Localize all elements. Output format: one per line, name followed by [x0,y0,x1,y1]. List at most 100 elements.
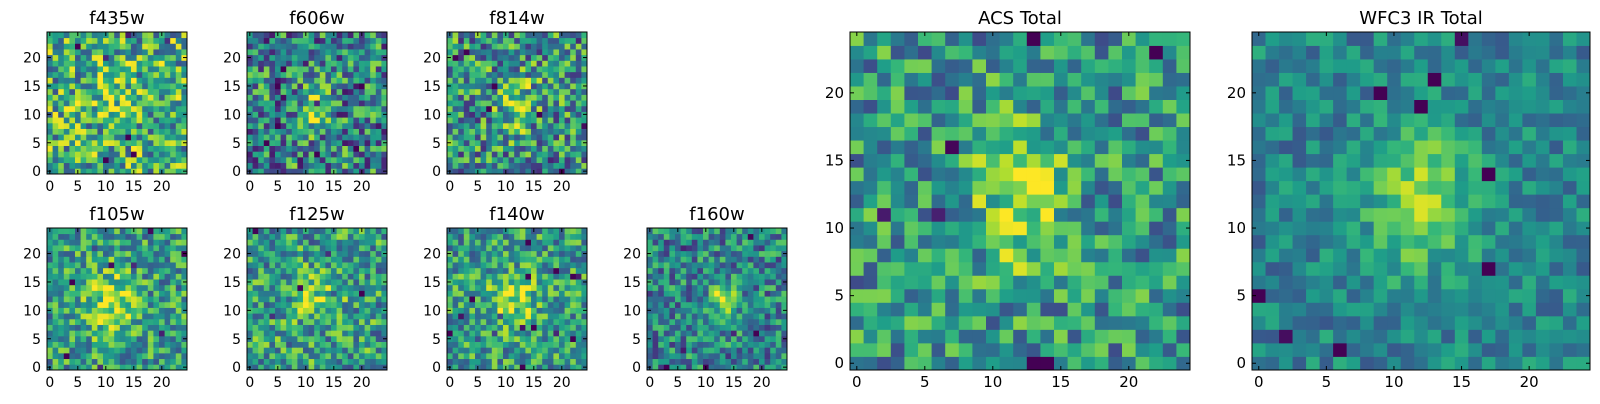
heatmap-cell [314,336,320,342]
heatmap-cell [537,302,543,308]
heatmap-cell [565,296,571,302]
heatmap-cell [153,347,159,353]
heatmap-cell [86,336,92,342]
heatmap-cell [258,364,264,370]
heatmap-cell [503,347,509,353]
heatmap-cell [918,194,932,208]
heatmap-cell [553,77,559,83]
heatmap-cell [475,256,481,262]
heatmap-cell [647,285,653,291]
heatmap-cell [247,151,253,157]
panel-title: f435w [89,8,144,29]
heatmap-cell [142,290,148,296]
heatmap-cell [170,60,176,66]
heatmap-cell [281,55,287,61]
heatmap-cell [376,83,382,89]
heatmap-cell [776,256,782,262]
heatmap-cell [570,330,576,336]
heatmap-cell [64,330,70,336]
heatmap-cell [1054,248,1068,262]
heatmap-cell [286,296,292,302]
heatmap-cell [542,239,548,245]
heatmap-cell [531,336,537,342]
heatmap-cell [525,89,531,95]
heatmap-cell [481,256,487,262]
heatmap-cell [447,43,453,49]
heatmap-cell [348,32,354,38]
heatmap-cell [669,359,675,365]
heatmap-cell [165,77,171,83]
heatmap-cell [258,273,264,279]
heatmap-cell [325,151,331,157]
heatmap-cell [492,251,498,257]
heatmap-cell [492,325,498,331]
heatmap-cell [376,330,382,336]
heatmap-cell [553,325,559,331]
heatmap-cell [1149,262,1163,276]
heatmap-cell [81,43,87,49]
heatmap-cell [137,100,143,106]
heatmap-cell [176,239,182,245]
heatmap-cell [75,43,81,49]
heatmap-cell [720,336,726,342]
heatmap-cell [159,256,165,262]
heatmap-cell [520,140,526,146]
heatmap-cell [714,245,720,251]
heatmap-cell [159,157,165,163]
heatmap-cell [945,262,959,276]
heatmap-cell [165,262,171,268]
heatmap-cell [548,43,554,49]
heatmap-cell [458,262,464,268]
heatmap-cell [342,336,348,342]
heatmap-cell [548,66,554,72]
heatmap-cell [342,77,348,83]
heatmap-cell [247,66,253,72]
heatmap-cell [170,245,176,251]
heatmap-cell [877,316,891,330]
heatmap-cell [86,313,92,319]
heatmap-cell [137,330,143,336]
x-tick-label: 0 [445,179,454,195]
heatmap-cell [286,83,292,89]
heatmap-cell [514,319,520,325]
heatmap-cell [47,134,53,140]
heatmap-cell [297,330,303,336]
heatmap-cell [153,359,159,365]
heatmap-cell [337,43,343,49]
heatmap-cell [537,279,543,285]
heatmap-cell [269,364,275,370]
heatmap-cell [481,325,487,331]
heatmap-cell [148,32,154,38]
heatmap-cell [469,77,475,83]
heatmap-cell [125,55,131,61]
heatmap-cell [503,123,509,129]
heatmap-cell [292,117,298,123]
heatmap-cell [86,43,92,49]
heatmap-cell [69,112,75,118]
heatmap-cell [275,347,281,353]
heatmap-cell [850,343,864,357]
heatmap-cell [742,319,748,325]
heatmap-cell [269,83,275,89]
heatmap-cell [348,296,354,302]
heatmap-cell [1054,235,1068,249]
heatmap-cell [92,330,98,336]
heatmap-cell [286,325,292,331]
heatmap-cell [153,313,159,319]
heatmap-cell [170,273,176,279]
heatmap-cell [576,359,582,365]
heatmap-cell [481,308,487,314]
heatmap-cell [53,251,59,257]
heatmap-cell [297,308,303,314]
heatmap-cell [69,106,75,112]
heatmap-cell [142,43,148,49]
heatmap-cell [497,94,503,100]
heatmap-cell [453,106,459,112]
heatmap-cell [331,129,337,135]
heatmap-cell [125,32,131,38]
heatmap-cell [486,290,492,296]
heatmap-cell [337,168,343,174]
heatmap-cell [464,336,470,342]
heatmap-cell [509,262,515,268]
heatmap-cell [576,123,582,129]
